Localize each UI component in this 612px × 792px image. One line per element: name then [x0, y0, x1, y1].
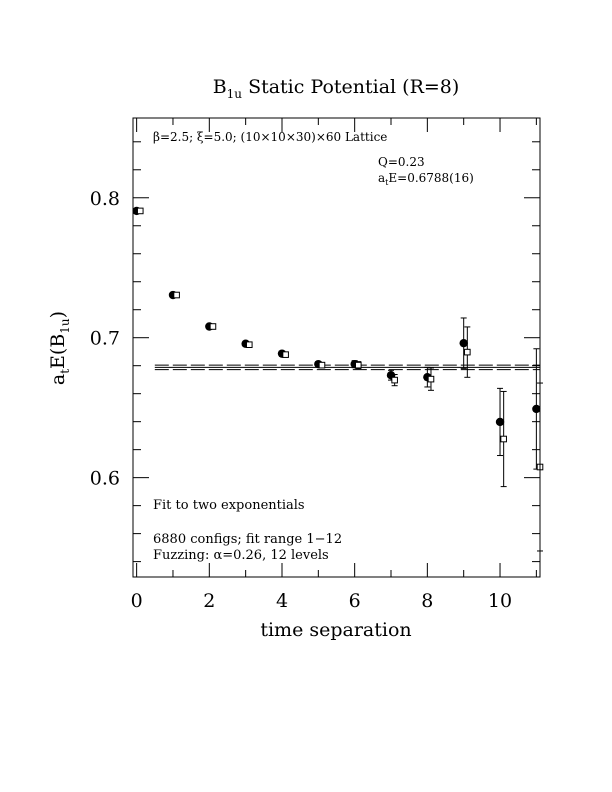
ticks-layer: 0 2 4 6 8 10 0.6 0.7 0.8	[90, 118, 540, 612]
y-tick-label: 0.8	[90, 188, 120, 210]
open-square-point	[464, 348, 471, 356]
y-tick-label: 0.6	[90, 468, 120, 490]
open-square-point	[245, 341, 253, 349]
lattice-annotation: β=2.5; ξ=5.0; (10×10×30)×60 Lattice	[153, 130, 387, 144]
plot-frame	[132, 117, 541, 578]
open-square-point	[355, 361, 362, 369]
y-tick-label: 0.7	[90, 328, 120, 350]
configs-annotation: 6880 configs; fit range 1−12	[153, 532, 342, 547]
y-axis-label: atE(B1u)	[47, 311, 72, 385]
x-tick-label: 2	[203, 590, 215, 612]
energy-annotation-a: a	[378, 171, 385, 185]
fit-type-annotation: Fit to two exponentials	[153, 498, 305, 513]
open-square-point	[282, 351, 289, 358]
open-square-point	[136, 207, 144, 215]
y-axis-label-mid: E(B	[47, 334, 69, 369]
open-square-point	[391, 376, 398, 384]
open-square-point	[427, 375, 435, 383]
open-square-point	[318, 361, 326, 369]
chart-title: B1u Static Potential (R=8)	[213, 76, 460, 101]
chart-title-sub: 1u	[227, 87, 243, 101]
y-axis-label-sub: 1u	[58, 318, 72, 334]
filled-circle-point	[459, 338, 468, 348]
x-tick-label: 4	[276, 590, 288, 612]
open-square-point	[173, 291, 180, 299]
x-tick-label: 6	[349, 590, 361, 612]
x-axis-label: time separation	[260, 619, 411, 641]
energy-annotation-rest: E=0.6788(16)	[388, 171, 473, 185]
energy-annotation: atE=0.6788(16)	[378, 171, 474, 187]
filled-circle-point	[495, 417, 505, 427]
open-square-point	[500, 435, 507, 443]
x-tick-label: 0	[131, 590, 143, 612]
fit-layer	[154, 364, 540, 371]
y-axis-label-end: )	[47, 311, 69, 318]
x-tick-label: 10	[488, 590, 512, 612]
chart-title-main: B	[213, 76, 227, 98]
chart-title-rest: Static Potential (R=8)	[242, 76, 459, 98]
y-axis-label-t: t	[58, 369, 72, 374]
open-square-point	[209, 323, 217, 330]
x-tick-label: 8	[421, 590, 433, 612]
y-axis-label-a: a	[47, 374, 69, 385]
energy-annotation-t: t	[385, 178, 389, 187]
filled-circle-point	[532, 404, 541, 414]
fuzzing-annotation: Fuzzing: α=0.26, 12 levels	[153, 548, 329, 563]
q-value-annotation: Q=0.23	[378, 155, 425, 169]
